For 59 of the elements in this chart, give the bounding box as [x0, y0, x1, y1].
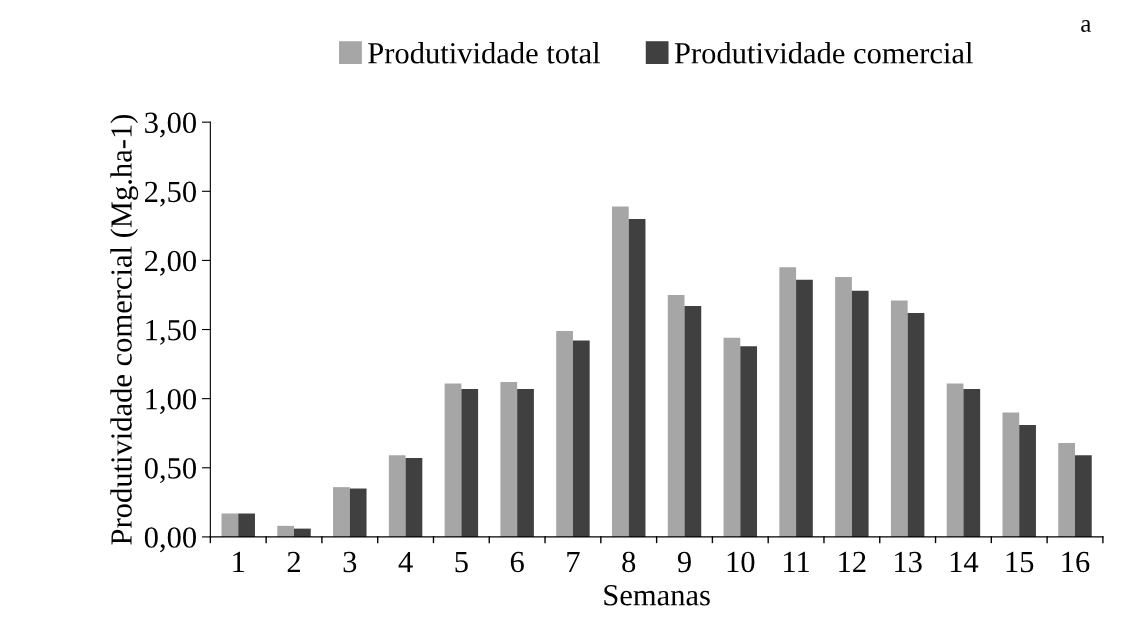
bar: [835, 277, 852, 537]
bar: [890, 300, 908, 537]
bar: [444, 383, 462, 537]
y-tick-label: 2,00: [145, 250, 196, 276]
bar: [572, 340, 590, 537]
bar: [611, 206, 629, 537]
bar: [1075, 455, 1092, 537]
bar: [500, 382, 518, 537]
x-tick-label: 1: [233, 551, 245, 572]
bar: [723, 337, 741, 537]
bar: [667, 294, 685, 537]
bar: [1019, 424, 1036, 537]
x-tick-label: 2: [287, 551, 300, 572]
x-tick-label: 8: [622, 551, 636, 573]
y-tick-label: 2,50: [145, 181, 196, 207]
bar: [461, 388, 479, 537]
text: a: [1081, 20, 1092, 32]
bar: [946, 383, 964, 537]
bar: [851, 290, 869, 537]
x-tick-label: 3: [343, 551, 357, 573]
x-tick-label: 4: [398, 551, 413, 572]
x-tick-label: 11: [784, 551, 809, 572]
x-tick-label: 7: [567, 551, 580, 572]
bar: [388, 455, 406, 537]
bar: [684, 306, 702, 537]
bar: [221, 513, 239, 537]
bar: [740, 346, 758, 537]
x-tick-label: 15: [1006, 551, 1034, 573]
y-tick-label: 3,00: [145, 112, 196, 138]
bar: [796, 279, 813, 537]
x-tick-label: 9: [677, 551, 691, 573]
bar: [517, 388, 534, 537]
legend-label: Produtividade total: [368, 42, 601, 64]
y-tick-label: 0,00: [144, 527, 196, 553]
bar: [333, 487, 350, 537]
bar: [1002, 412, 1020, 537]
bar: [1058, 442, 1075, 537]
x-tick-label: 10: [727, 551, 755, 573]
bar: [628, 218, 646, 537]
bar: [907, 312, 925, 537]
bar: [405, 458, 423, 537]
legend-label: Produtividade comercial: [674, 42, 973, 64]
x-tick-label: 16: [1062, 551, 1090, 573]
y-axis-title: Produtividade comercial (Mg.ha-1): [110, 114, 139, 545]
x-tick-label: 6: [510, 551, 524, 573]
x-tick-label: 5: [455, 551, 468, 573]
y-tick-label: 1,50: [146, 319, 196, 345]
y-tick-label: 0,50: [144, 458, 196, 484]
x-tick-label: 12: [839, 551, 866, 572]
bar: [238, 513, 255, 537]
bar: [779, 267, 797, 537]
y-tick-label: 1,00: [146, 388, 196, 414]
bar: [556, 330, 573, 537]
x-axis-title: Semanas: [604, 585, 710, 606]
x-tick-label: 13: [895, 551, 922, 573]
x-tick-label: 14: [950, 551, 979, 572]
bar: [277, 525, 295, 537]
bar: [349, 488, 367, 537]
bar: [963, 388, 981, 537]
